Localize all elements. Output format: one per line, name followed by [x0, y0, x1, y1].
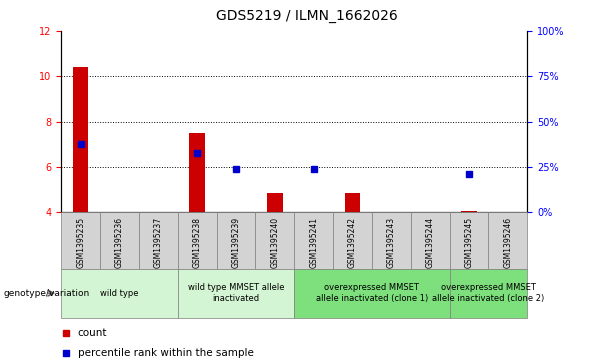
Text: GDS5219 / ILMN_1662026: GDS5219 / ILMN_1662026	[216, 9, 397, 23]
Bar	[489, 212, 527, 269]
Text: GSM1395242: GSM1395242	[348, 217, 357, 268]
Text: percentile rank within the sample: percentile rank within the sample	[78, 348, 254, 358]
Bar	[372, 212, 411, 269]
Text: GSM1395235: GSM1395235	[76, 217, 85, 268]
Text: GSM1395245: GSM1395245	[465, 217, 473, 268]
Text: GSM1395246: GSM1395246	[503, 217, 512, 268]
Text: wild type: wild type	[101, 289, 139, 298]
Bar	[345, 193, 360, 212]
Bar	[449, 212, 489, 269]
Bar	[178, 212, 216, 269]
Text: count: count	[78, 329, 107, 338]
Bar	[73, 67, 88, 212]
Bar	[267, 193, 283, 212]
Text: overexpressed MMSET
allele inactivated (clone 2): overexpressed MMSET allele inactivated (…	[432, 284, 544, 303]
Bar	[461, 211, 477, 212]
Text: GSM1395239: GSM1395239	[232, 217, 240, 268]
Bar	[61, 212, 100, 269]
Text: GSM1395240: GSM1395240	[270, 217, 280, 268]
Bar	[100, 212, 139, 269]
Text: GSM1395238: GSM1395238	[192, 217, 202, 268]
Text: GSM1395241: GSM1395241	[309, 217, 318, 268]
Bar	[294, 269, 449, 318]
Bar	[449, 269, 527, 318]
Text: GSM1395237: GSM1395237	[154, 217, 163, 268]
Bar	[178, 269, 294, 318]
Text: wild type MMSET allele
inactivated: wild type MMSET allele inactivated	[188, 284, 284, 303]
Bar	[411, 212, 449, 269]
Text: GSM1395244: GSM1395244	[425, 217, 435, 268]
Bar	[216, 212, 256, 269]
Text: GSM1395236: GSM1395236	[115, 217, 124, 268]
Bar	[333, 212, 372, 269]
Bar	[256, 212, 294, 269]
Text: GSM1395243: GSM1395243	[387, 217, 396, 268]
Bar	[189, 133, 205, 212]
Bar	[61, 269, 178, 318]
Text: genotype/variation: genotype/variation	[3, 289, 89, 298]
Text: overexpressed MMSET
allele inactivated (clone 1): overexpressed MMSET allele inactivated (…	[316, 284, 428, 303]
Bar	[139, 212, 178, 269]
Bar	[294, 212, 333, 269]
